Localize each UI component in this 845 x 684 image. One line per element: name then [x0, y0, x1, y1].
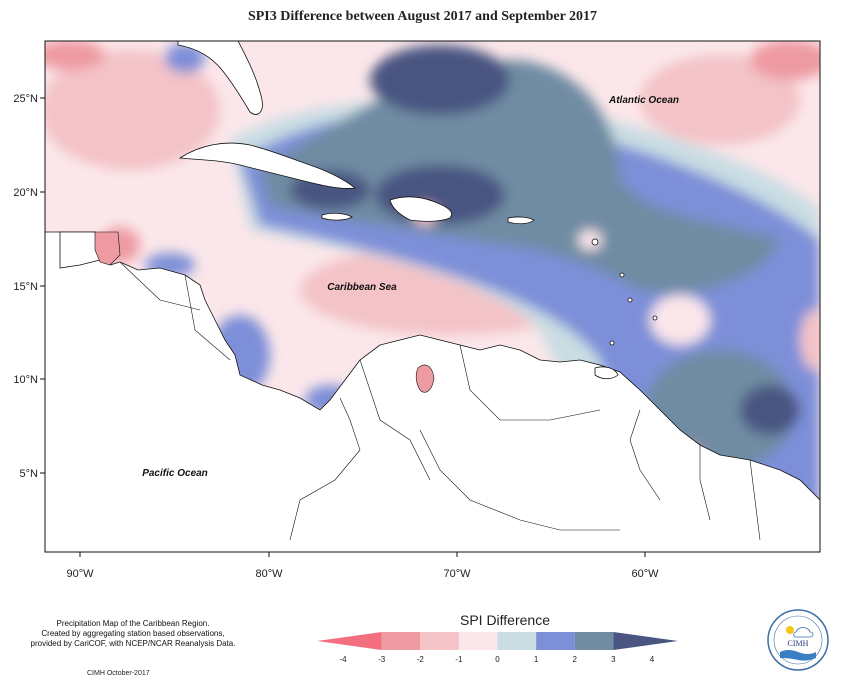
logo-text: CIMH [788, 639, 809, 648]
lat-axis: 25°N 20°N 15°N 10°N 5°N [13, 93, 45, 480]
colorbar-tick-label: 0 [495, 655, 500, 664]
lat-tick-20: 20°N [13, 187, 38, 199]
land-masses [45, 41, 820, 552]
colorbar-swatch [536, 632, 575, 650]
sun-icon [786, 626, 794, 634]
spi-field [45, 41, 820, 552]
credits: Precipitation Map of the Caribbean Regio… [18, 619, 248, 649]
colorbar-tick-label: 3 [611, 655, 616, 664]
colorbar: -4 -3 -2 -1 0 1 2 3 4 [317, 632, 678, 664]
colorbar-swatch [317, 632, 382, 650]
lon-tick-70: 70°W [443, 568, 471, 580]
colorbar-swatch [381, 632, 421, 650]
colorbar-swatch [420, 632, 459, 650]
colorbar-swatch [458, 632, 498, 650]
lat-tick-15: 15°N [13, 281, 38, 293]
map-frame [44, 40, 821, 553]
wave-icon [780, 650, 816, 661]
cloud-icon [793, 627, 814, 638]
colorbar-tick-label: -1 [455, 655, 463, 664]
lon-tick-90: 90°W [66, 568, 94, 580]
atlantic-ocean-label: Atlantic Ocean [608, 95, 679, 106]
colorbar-swatch [574, 632, 614, 650]
lon-tick-80: 80°W [255, 568, 283, 580]
credits-line-3: provided by CariCOF, with NCEP/NCAR Rean… [30, 639, 236, 648]
caribbean-sea-label: Caribbean Sea [327, 282, 397, 293]
footer-credit: CIMH October-2017 [87, 670, 150, 677]
lon-axis: 90°W 80°W 70°W 60°W [66, 552, 659, 580]
colorbar-tick-label: 1 [534, 655, 539, 664]
pacific-ocean-label: Pacific Ocean [142, 468, 208, 479]
colorbar-tick-label: -2 [417, 655, 425, 664]
cimh-logo: CIMH [767, 609, 829, 671]
lat-tick-25: 25°N [13, 93, 38, 105]
map-title: SPI3 Difference between August 2017 and … [247, 9, 598, 24]
borders [119, 261, 761, 541]
credits-line-2: Created by aggregating station based obs… [41, 629, 225, 638]
lat-tick-10: 10°N [13, 374, 38, 386]
colorbar-swatch [497, 632, 537, 650]
colorbar-swatch [613, 632, 678, 650]
lon-tick-60: 60°W [631, 568, 659, 580]
lat-tick-5: 5°N [20, 468, 39, 480]
credits-line-1: Precipitation Map of the Caribbean Regio… [56, 619, 210, 628]
colorbar-tick-label: 2 [573, 655, 578, 664]
legend-title: SPI Difference [459, 612, 550, 628]
colorbar-tick-label: -3 [378, 655, 386, 664]
colorbar-tick-label: -4 [339, 655, 347, 664]
colorbar-tick-label: 4 [650, 655, 655, 664]
